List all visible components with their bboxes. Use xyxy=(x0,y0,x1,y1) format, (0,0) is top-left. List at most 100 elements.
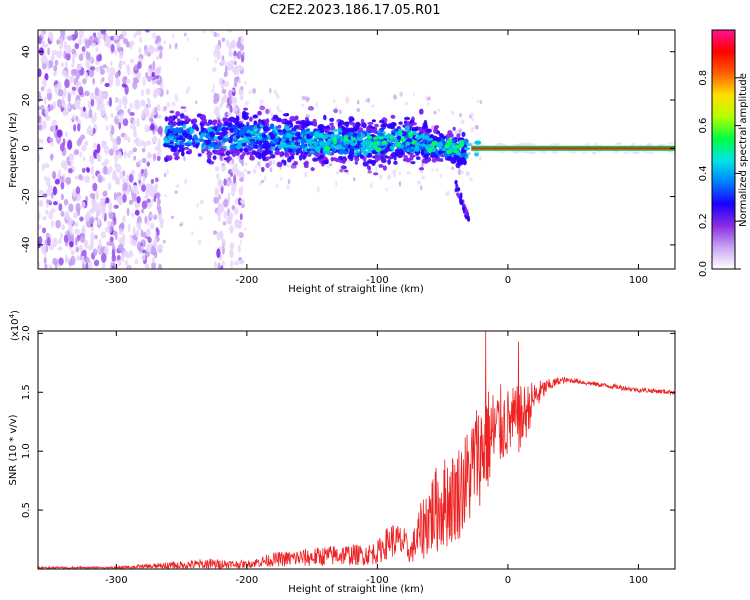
spectral-blob xyxy=(121,83,127,88)
y-tick-label: 1.5 xyxy=(21,384,32,400)
snr-y-multiplier: (x104) xyxy=(8,310,21,341)
spectral-blob xyxy=(84,113,90,120)
spectral-blob xyxy=(244,133,251,137)
x-tick-label: -100 xyxy=(366,575,389,586)
spectral-blob xyxy=(374,123,379,128)
spectral-blob xyxy=(367,170,372,174)
spectral-blob xyxy=(356,107,361,113)
spectral-blob xyxy=(141,184,147,192)
spectral-blob xyxy=(360,118,365,124)
spectral-blob xyxy=(457,194,461,199)
spectral-blob xyxy=(249,154,254,161)
colorbar-label: Normalized spectral amplitude xyxy=(738,73,749,227)
spectral-blob xyxy=(306,128,311,132)
spectral-blob xyxy=(420,143,426,147)
spectral-blob xyxy=(313,131,319,137)
spectral-blob xyxy=(350,121,354,126)
spectral-blob xyxy=(264,119,268,125)
spectral-blob xyxy=(242,114,249,121)
spectral-blob xyxy=(179,223,183,227)
spectral-blob xyxy=(275,149,280,155)
spectral-blob xyxy=(138,221,142,230)
spectral-blob xyxy=(52,257,58,266)
spectral-blob xyxy=(126,207,130,217)
spectral-blob xyxy=(50,220,55,228)
spectral-blob xyxy=(398,171,402,176)
spectral-blob xyxy=(120,112,124,119)
spectral-blob xyxy=(333,108,338,114)
spectral-blob xyxy=(409,154,416,158)
spectral-blob xyxy=(267,143,272,147)
spectral-blob xyxy=(283,125,290,130)
spectral-blob xyxy=(113,192,117,201)
spectral-blob xyxy=(233,50,237,58)
spectral-blob xyxy=(344,169,349,173)
spectral-blob xyxy=(407,131,414,136)
spectral-blob xyxy=(384,134,391,140)
spectral-blob xyxy=(150,178,155,184)
spectral-blob xyxy=(360,133,366,139)
spectral-blob xyxy=(435,136,442,142)
spectral-blob xyxy=(59,176,65,181)
spectral-blob xyxy=(166,168,169,175)
spectral-blob xyxy=(67,93,71,103)
spectral-blob xyxy=(63,87,67,97)
spectral-blob xyxy=(67,161,71,166)
spectral-blob xyxy=(40,105,45,110)
spectral-blob xyxy=(114,162,119,168)
spectral-blob xyxy=(157,125,163,135)
spectral-blob xyxy=(385,187,388,192)
spectral-blob xyxy=(322,135,327,140)
spectral-blob xyxy=(96,66,100,73)
spectral-blob xyxy=(228,211,232,217)
spectral-blob xyxy=(60,62,65,68)
spectral-blob xyxy=(339,109,342,115)
spectral-blob xyxy=(167,121,172,126)
spectral-blob xyxy=(378,136,384,140)
spectral-blob xyxy=(52,186,58,196)
spectral-blob xyxy=(101,77,105,82)
spectral-blob xyxy=(98,89,104,100)
spectral-blob xyxy=(183,155,186,162)
spectral-blob xyxy=(261,151,267,156)
spectral-blob xyxy=(43,256,47,264)
spectral-blob xyxy=(196,202,199,208)
spectral-blob xyxy=(166,89,169,95)
spectral-blob xyxy=(333,99,336,104)
spectral-blob xyxy=(153,135,158,143)
spectral-blob xyxy=(282,128,287,134)
spectral-blob xyxy=(262,154,266,161)
spectral-blob xyxy=(71,48,77,55)
spectral-blob xyxy=(319,154,325,159)
spectral-blob xyxy=(90,98,95,107)
spectral-blob xyxy=(427,144,433,149)
spectral-blob xyxy=(63,40,68,51)
spectral-blob xyxy=(233,207,239,215)
spectral-blob xyxy=(50,192,54,199)
spectral-blob xyxy=(270,111,273,117)
spectral-blob xyxy=(213,106,220,116)
spectral-blob xyxy=(155,88,162,95)
spectral-blob xyxy=(414,126,419,132)
spectral-blob xyxy=(107,182,112,191)
spectral-blob xyxy=(145,186,149,197)
spectral-blob xyxy=(121,60,126,65)
spectral-blob xyxy=(52,124,56,133)
spectral-blob xyxy=(268,150,272,155)
spectral-blob xyxy=(131,192,137,202)
spectral-blob xyxy=(56,39,60,45)
spectral-blob xyxy=(60,193,65,201)
spectral-blob xyxy=(230,172,234,177)
spectral-blob xyxy=(392,174,397,178)
spectral-blob xyxy=(60,181,65,190)
colorbar-tick-label: 0.0 xyxy=(698,261,709,277)
spectral-blob xyxy=(190,231,194,236)
spectral-blob xyxy=(277,117,282,123)
spectral-blob xyxy=(235,197,239,205)
spectral-blob xyxy=(151,79,157,85)
spectral-blob xyxy=(234,120,239,126)
spectral-blob xyxy=(408,148,415,153)
spectral-blob xyxy=(224,64,228,75)
spectral-blob xyxy=(172,32,175,39)
spectral-blob xyxy=(151,71,155,78)
